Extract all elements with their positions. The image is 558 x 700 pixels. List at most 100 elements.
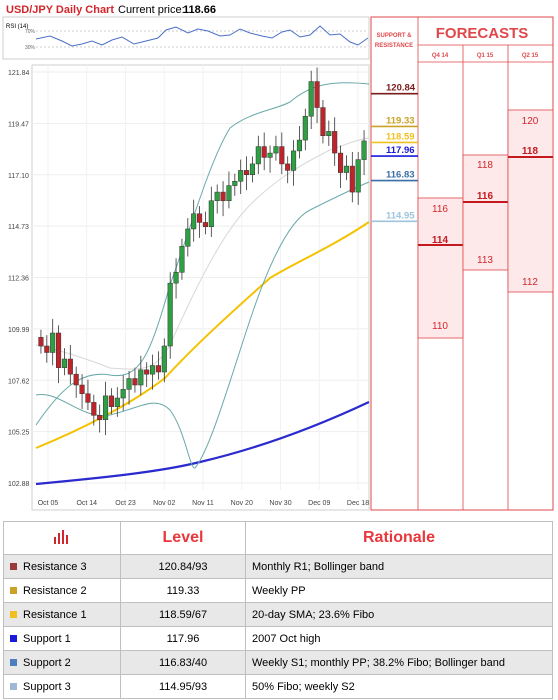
candle-down — [320, 107, 326, 136]
row-rationale: Monthly R1; Bollinger band — [245, 554, 553, 579]
price-label: Current price: — [118, 4, 185, 16]
color-swatch — [10, 587, 17, 595]
price-panel — [31, 64, 370, 511]
table-row: Support 2 116.83/40 Weekly S1; monthly PP;… — [3, 650, 553, 675]
candle-up — [302, 115, 308, 141]
bar-chart-icon — [54, 529, 68, 544]
forecast-q4-low: 110 — [432, 321, 448, 332]
long-ma-line — [35, 401, 370, 486]
grid — [32, 65, 369, 490]
candle-down — [279, 146, 285, 165]
row-name-cell: Resistance 3 — [3, 554, 121, 579]
y-tick-label: 109.99 — [8, 327, 30, 334]
candle-down — [197, 213, 203, 223]
candle-up — [61, 358, 67, 368]
candle-up — [308, 81, 314, 117]
candle-down — [314, 81, 320, 108]
forecast-q4-mid: 114 — [432, 235, 449, 246]
candle-up — [191, 213, 197, 230]
y-tick-label: 107.62 — [8, 378, 30, 385]
levels-table-body: Resistance 3 120.84/93 Monthly R1; Bolling… — [3, 554, 553, 699]
candle-up — [150, 365, 156, 375]
forecast-q1-high: 118 — [477, 160, 493, 171]
candle-up — [249, 163, 255, 175]
forecast-range-q1 — [462, 154, 509, 271]
candle-down — [73, 373, 79, 386]
candle-up — [232, 181, 238, 186]
row-name: Support 2 — [23, 656, 71, 669]
candle-down — [285, 163, 291, 171]
x-tick-label: Nov 02 — [153, 500, 175, 507]
candle-up — [120, 389, 126, 399]
y-tick-label: 105.25 — [8, 430, 30, 437]
y-tick-label: 117.10 — [8, 173, 29, 180]
chart-area: USD/JPY Daily Chart Current price: 118.6… — [2, 4, 554, 511]
candle-down — [202, 222, 208, 228]
row-name: Resistance 1 — [23, 608, 87, 621]
x-tick-label: Oct 14 — [76, 500, 97, 507]
candle-up — [179, 246, 185, 273]
row-level: 120.84/93 — [120, 554, 246, 579]
candle-up — [267, 152, 273, 158]
rsi-panel — [2, 16, 370, 60]
table-row: Support 3 114.95/93 50% Fibo; weekly S2 — [3, 674, 553, 699]
candle-up — [208, 200, 214, 228]
candle-up — [126, 378, 132, 390]
sr-value: 119.33 — [386, 115, 415, 126]
x-tick-label: Oct 05 — [38, 500, 59, 507]
bollinger-mid — [35, 137, 370, 370]
sr-value: 118.59 — [386, 131, 415, 142]
chart-title: USD/JPY Daily Chart — [6, 4, 114, 16]
sr-value: 117.96 — [386, 145, 415, 156]
candle-up — [161, 345, 167, 373]
sr-value: 114.95 — [386, 210, 415, 221]
row-level: 117.96 — [120, 626, 246, 651]
row-name: Support 3 — [23, 680, 71, 693]
color-swatch — [10, 563, 17, 571]
candle-down — [144, 369, 150, 375]
candle-down — [132, 378, 138, 386]
row-name-cell: Support 1 — [3, 626, 121, 651]
candle-up — [296, 139, 302, 152]
candle-down — [56, 332, 62, 368]
row-rationale: Weekly S1; monthly PP; 38.2% Fibo; Bolli… — [245, 650, 553, 675]
x-axis-ticks: Oct 05 Oct 14 Oct 23 Nov 02 Nov 11 Nov 20 Nov … — [38, 500, 370, 507]
row-rationale: 20-day SMA; 23.6% Fibo — [245, 602, 553, 627]
sr-label-2: RESISTANCE — [375, 43, 413, 49]
row-name: Resistance 3 — [23, 560, 87, 573]
x-tick-label: Dec 09 — [308, 500, 330, 507]
row-level: 116.83/40 — [120, 650, 246, 675]
support-resistance-lines: 120.84 119.33 118.59 117.96 116.83 114.95 — [371, 83, 418, 223]
quarter-q2: Q2 15 — [522, 53, 539, 59]
y-tick-label: 114.73 — [8, 224, 29, 231]
candle-down — [155, 365, 161, 373]
forecast-range-q4 — [417, 197, 464, 339]
y-tick-label: 121.84 — [8, 70, 30, 77]
candle-up — [343, 165, 349, 173]
candle-down — [97, 415, 103, 420]
table-row: Resistance 3 120.84/93 Monthly R1; Bolling… — [3, 554, 553, 579]
y-tick-label: 119.47 — [8, 121, 29, 128]
forecast-q2-mid: 118 — [522, 146, 539, 157]
row-name-cell: Resistance 1 — [3, 602, 121, 627]
x-tick-label: Nov 20 — [231, 500, 253, 507]
candle-up — [173, 272, 179, 284]
table-row: Resistance 2 119.33 Weekly PP — [3, 578, 553, 603]
forecast-range-q2 — [507, 109, 554, 293]
levels-table: Level Rationale Resistance 3 120.84/93 Mon… — [3, 521, 553, 699]
candle-up — [238, 170, 244, 182]
candle-down — [338, 152, 344, 173]
candle-down — [38, 337, 44, 347]
row-name-cell: Resistance 2 — [3, 578, 121, 603]
forecast-q1-mid: 116 — [477, 191, 494, 202]
y-tick-label: 112.36 — [8, 276, 29, 283]
candle-up — [138, 369, 144, 386]
forecast-q2-low: 112 — [522, 277, 538, 288]
candle-down — [349, 165, 355, 193]
sr-value: 120.84 — [386, 83, 416, 94]
candle-down — [261, 146, 267, 158]
sr-value: 116.83 — [386, 170, 415, 181]
candle-down — [332, 131, 338, 154]
sr-label-1: SUPPORT & — [376, 33, 412, 39]
color-swatch — [10, 683, 17, 691]
